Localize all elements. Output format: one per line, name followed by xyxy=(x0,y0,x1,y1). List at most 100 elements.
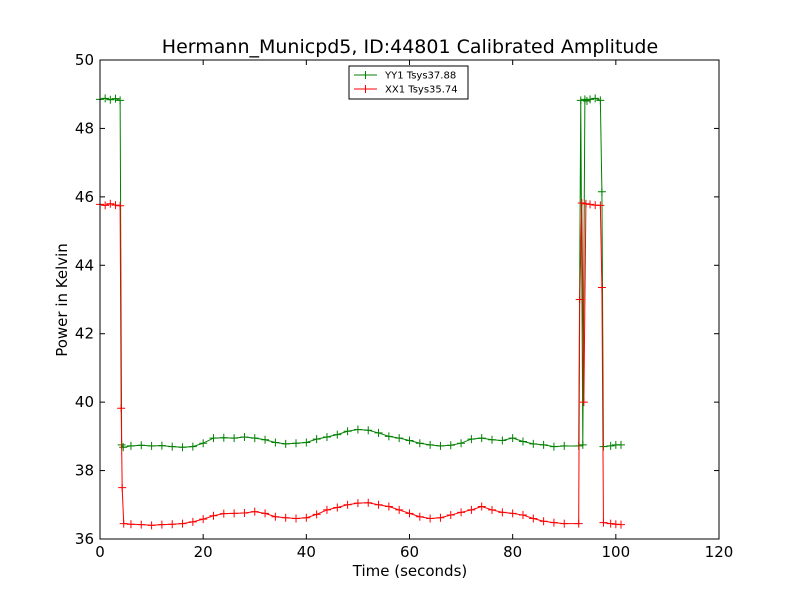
x-tick-label: 40 xyxy=(297,543,316,561)
data-point xyxy=(577,199,586,208)
data-point xyxy=(157,520,166,529)
data-point xyxy=(199,515,208,524)
legend-item-1: YY1 Tsys37.88 xyxy=(354,71,456,82)
x-tick-label: 60 xyxy=(400,543,419,561)
data-point xyxy=(457,508,466,517)
data-point xyxy=(579,398,588,407)
data-point xyxy=(426,514,435,523)
data-point xyxy=(209,511,218,520)
data-point xyxy=(498,508,507,517)
data-point xyxy=(364,426,373,435)
data-point xyxy=(477,434,486,443)
data-point xyxy=(178,443,187,452)
data-point xyxy=(118,483,127,492)
data-point xyxy=(467,435,476,444)
data-point xyxy=(539,517,548,526)
data-point xyxy=(343,500,352,509)
data-point xyxy=(415,512,424,521)
data-point xyxy=(599,518,608,527)
series-2 xyxy=(96,199,625,530)
data-point xyxy=(596,201,605,210)
data-point xyxy=(271,512,280,521)
y-axis-label: Power in Kelvin xyxy=(53,243,71,357)
series-line-2 xyxy=(99,203,622,526)
data-point xyxy=(488,505,497,514)
x-tick-label: 0 xyxy=(95,543,105,561)
data-point xyxy=(168,442,177,451)
axes-layer: 0 20 40 60 80 100 120 36 38 40 42 44 46 48 50 xyxy=(75,51,733,561)
data-point xyxy=(581,199,590,208)
data-point xyxy=(209,434,218,443)
data-point xyxy=(219,433,228,442)
data-point xyxy=(606,441,615,450)
data-point xyxy=(168,520,177,529)
data-point xyxy=(188,517,197,526)
data-point xyxy=(281,439,290,448)
legend: YY1 Tsys37.88 XX1 Tsys35.74 xyxy=(348,65,469,100)
data-point xyxy=(586,200,595,209)
x-tick-label: 100 xyxy=(602,543,631,561)
data-point xyxy=(591,94,600,103)
data-point xyxy=(126,520,135,529)
data-point xyxy=(343,427,352,436)
legend-label: XX1 Tsys35.74 xyxy=(385,85,458,96)
data-point xyxy=(117,404,126,413)
data-point xyxy=(549,442,558,451)
data-point xyxy=(312,510,321,519)
x-tick-label: 120 xyxy=(705,543,734,561)
data-point xyxy=(395,505,404,514)
data-point xyxy=(529,439,538,448)
y-tick-label: 38 xyxy=(75,462,94,480)
data-point xyxy=(395,434,404,443)
data-point xyxy=(188,442,197,451)
data-point xyxy=(426,440,435,449)
data-point xyxy=(518,511,527,520)
x-tick-label: 80 xyxy=(503,543,522,561)
y-tick-label: 50 xyxy=(75,51,94,69)
data-point xyxy=(364,498,373,507)
legend-marker xyxy=(361,85,370,93)
x-axis-label: Time (seconds) xyxy=(352,562,468,580)
data-point xyxy=(281,513,290,522)
data-point xyxy=(384,502,393,511)
data-point xyxy=(116,201,125,210)
legend-box xyxy=(348,65,469,100)
data-point xyxy=(199,439,208,448)
data-point xyxy=(119,443,128,452)
data-point xyxy=(436,441,445,450)
y-tick-label: 44 xyxy=(75,256,94,274)
data-point xyxy=(529,514,538,523)
data-point xyxy=(586,95,595,104)
data-point xyxy=(508,434,517,443)
legend-marker xyxy=(361,71,370,79)
data-point xyxy=(219,509,228,518)
data-point xyxy=(101,201,110,210)
y-tick-label: 46 xyxy=(75,188,94,206)
data-point xyxy=(333,503,342,512)
data-point xyxy=(250,507,259,516)
x-tick-label: 20 xyxy=(194,543,213,561)
data-point xyxy=(560,519,569,528)
data-point xyxy=(250,434,259,443)
data-point xyxy=(322,505,331,514)
chart-title: Hermann_Municpd5, ID:44801 Calibrated Am… xyxy=(162,36,658,58)
data-point xyxy=(116,96,125,105)
data-point xyxy=(518,437,527,446)
y-tick-label: 36 xyxy=(75,530,94,548)
data-point xyxy=(137,441,146,450)
data-point xyxy=(111,94,120,103)
y-tick-label: 40 xyxy=(75,393,94,411)
data-point xyxy=(137,520,146,529)
data-point xyxy=(539,440,548,449)
data-point xyxy=(147,441,156,450)
series-1 xyxy=(96,94,625,452)
data-point xyxy=(578,440,587,449)
data-point xyxy=(240,433,249,442)
data-point xyxy=(597,187,606,196)
data-point xyxy=(261,509,270,518)
data-point xyxy=(488,435,497,444)
data-point xyxy=(353,499,362,508)
data-point xyxy=(616,520,625,529)
data-point xyxy=(178,519,187,528)
